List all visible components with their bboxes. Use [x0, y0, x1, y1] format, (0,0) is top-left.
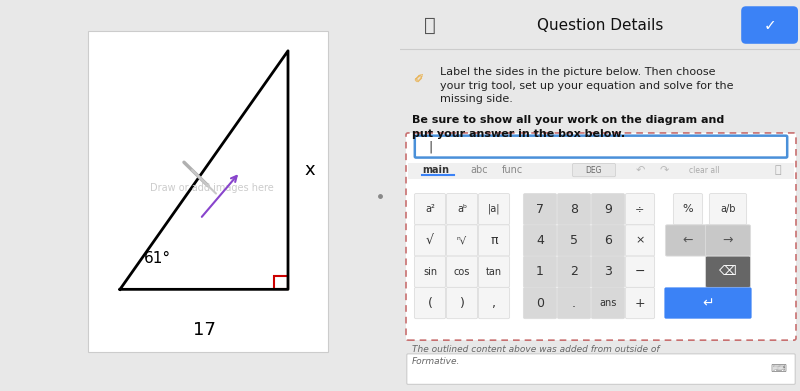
Text: ✓: ✓: [763, 18, 776, 32]
Text: +: +: [634, 296, 646, 310]
FancyBboxPatch shape: [742, 6, 798, 44]
Text: ans: ans: [599, 298, 617, 308]
Text: 8: 8: [570, 203, 578, 216]
FancyBboxPatch shape: [591, 194, 625, 225]
Text: DEG: DEG: [586, 165, 602, 175]
FancyBboxPatch shape: [415, 136, 787, 158]
FancyBboxPatch shape: [626, 194, 654, 225]
Text: 2: 2: [570, 265, 578, 278]
Text: ): ): [459, 296, 465, 310]
FancyBboxPatch shape: [414, 256, 446, 287]
Text: tan: tan: [486, 267, 502, 277]
Text: aᵇ: aᵇ: [457, 204, 467, 214]
FancyBboxPatch shape: [558, 256, 590, 287]
FancyBboxPatch shape: [523, 256, 557, 287]
Text: →: →: [722, 234, 734, 247]
FancyBboxPatch shape: [478, 287, 510, 319]
Text: ✏: ✏: [412, 70, 429, 87]
Text: Be sure to show all your work on the diagram and
put your answer in the box belo: Be sure to show all your work on the dia…: [412, 115, 724, 139]
FancyBboxPatch shape: [706, 225, 750, 256]
FancyBboxPatch shape: [706, 256, 750, 287]
Text: √: √: [426, 234, 434, 247]
Text: |a|: |a|: [488, 204, 500, 214]
Bar: [274, 276, 288, 289]
FancyBboxPatch shape: [710, 194, 746, 225]
Text: 1: 1: [536, 265, 544, 278]
Text: 4: 4: [536, 234, 544, 247]
Text: 7: 7: [536, 203, 544, 216]
FancyBboxPatch shape: [446, 287, 478, 319]
FancyBboxPatch shape: [414, 287, 446, 319]
Text: ↵: ↵: [702, 296, 714, 310]
Text: 17: 17: [193, 321, 215, 339]
FancyBboxPatch shape: [446, 256, 478, 287]
FancyBboxPatch shape: [414, 225, 446, 256]
FancyBboxPatch shape: [626, 225, 654, 256]
Text: Question Details: Question Details: [537, 18, 663, 33]
Text: ↶: ↶: [635, 165, 645, 175]
FancyBboxPatch shape: [558, 287, 590, 319]
Text: cos: cos: [454, 267, 470, 277]
FancyBboxPatch shape: [626, 256, 654, 287]
Text: ,: ,: [492, 296, 496, 310]
Text: ←: ←: [682, 234, 694, 247]
Text: π: π: [490, 234, 498, 247]
Text: abc: abc: [470, 165, 488, 175]
FancyBboxPatch shape: [406, 133, 796, 340]
Text: Label the sides in the picture below. Then choose
your trig tool, set up your eq: Label the sides in the picture below. Th…: [440, 67, 734, 104]
FancyBboxPatch shape: [478, 194, 510, 225]
Text: a/b: a/b: [720, 204, 736, 214]
FancyBboxPatch shape: [626, 287, 654, 319]
Text: ⁿ√: ⁿ√: [457, 235, 467, 246]
Text: |: |: [428, 140, 432, 153]
FancyBboxPatch shape: [478, 256, 510, 287]
FancyBboxPatch shape: [558, 194, 590, 225]
Text: 5: 5: [570, 234, 578, 247]
Text: ⫰: ⫰: [774, 165, 782, 175]
FancyBboxPatch shape: [407, 354, 795, 384]
Text: ×: ×: [635, 235, 645, 246]
FancyBboxPatch shape: [674, 194, 702, 225]
FancyBboxPatch shape: [414, 194, 446, 225]
FancyBboxPatch shape: [666, 225, 710, 256]
Text: main: main: [422, 165, 449, 175]
Text: ↷: ↷: [659, 165, 669, 175]
FancyBboxPatch shape: [591, 225, 625, 256]
Text: 3: 3: [604, 265, 612, 278]
Text: sin: sin: [423, 267, 437, 277]
FancyBboxPatch shape: [478, 225, 510, 256]
Text: .: .: [572, 296, 576, 310]
FancyBboxPatch shape: [591, 287, 625, 319]
Text: func: func: [502, 165, 523, 175]
Text: ⌫: ⌫: [719, 265, 737, 278]
Text: ⯭: ⯭: [424, 16, 436, 35]
Text: 9: 9: [604, 203, 612, 216]
FancyBboxPatch shape: [665, 287, 752, 319]
FancyBboxPatch shape: [446, 225, 478, 256]
Text: The outlined content above was added from outside of
Formative.: The outlined content above was added fro…: [412, 345, 659, 366]
FancyBboxPatch shape: [591, 256, 625, 287]
Text: (: (: [427, 296, 433, 310]
FancyBboxPatch shape: [523, 194, 557, 225]
FancyBboxPatch shape: [558, 225, 590, 256]
Text: ÷: ÷: [635, 204, 645, 214]
Text: 0: 0: [536, 296, 544, 310]
FancyBboxPatch shape: [446, 194, 478, 225]
Text: %: %: [682, 204, 694, 214]
Text: a²: a²: [425, 204, 435, 214]
FancyBboxPatch shape: [573, 163, 616, 177]
Text: ⌨: ⌨: [770, 364, 786, 374]
Text: clear all: clear all: [689, 165, 719, 175]
Text: Draw or add images here: Draw or add images here: [150, 183, 274, 193]
Text: −: −: [634, 265, 646, 278]
FancyBboxPatch shape: [88, 31, 328, 352]
Text: 61°: 61°: [144, 251, 171, 266]
FancyBboxPatch shape: [523, 287, 557, 319]
Bar: [408, 163, 794, 179]
Text: x: x: [304, 161, 314, 179]
Text: 6: 6: [604, 234, 612, 247]
FancyBboxPatch shape: [523, 225, 557, 256]
